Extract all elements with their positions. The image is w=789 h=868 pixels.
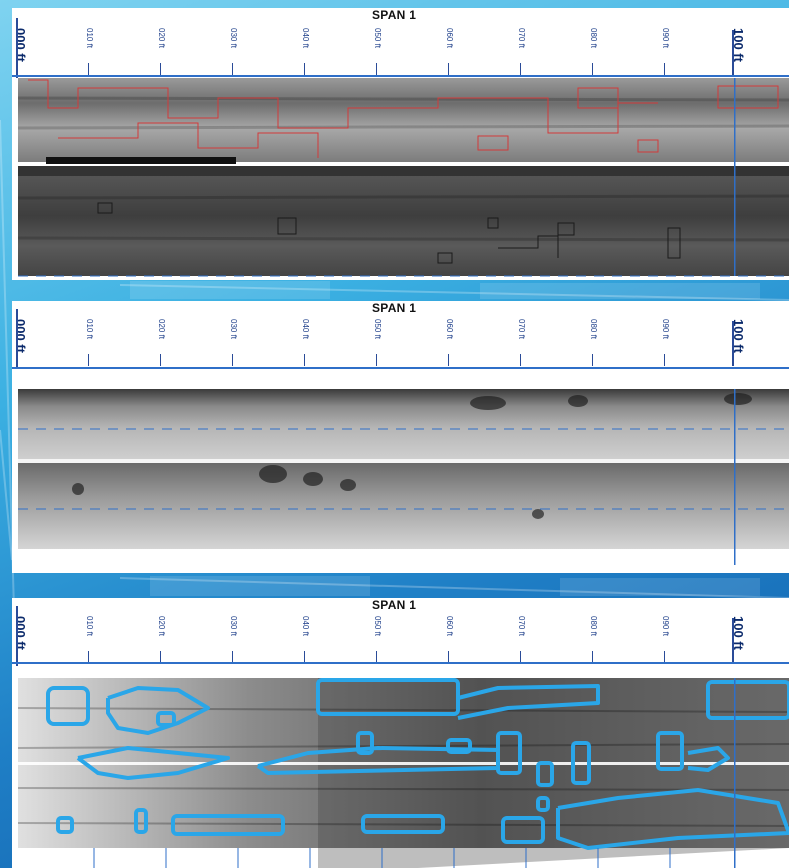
ruler-tick — [448, 354, 449, 366]
ruler-tick-major — [732, 618, 734, 663]
span-title: SPAN 1 — [372, 301, 417, 315]
scan-image-infrared — [18, 678, 789, 868]
ruler-label-090: 090 ft — [661, 28, 670, 49]
ruler-tick — [376, 651, 377, 663]
ruler-tick-major — [16, 18, 18, 78]
ruler-tick — [160, 63, 161, 75]
ruler-tick — [88, 63, 89, 75]
ruler-label-010: 010 ft — [85, 28, 94, 49]
ruler-label-010: 010 ft — [85, 616, 94, 637]
ruler-label-060: 060 ft — [445, 319, 454, 340]
ruler-tick — [376, 63, 377, 75]
ruler-tick — [664, 651, 665, 663]
ruler-tick — [304, 651, 305, 663]
ruler-tick-major — [16, 309, 18, 369]
ruler-tick — [376, 354, 377, 366]
ruler-tick-major — [732, 30, 734, 75]
ruler-label-080: 080 ft — [589, 319, 598, 340]
ruler-baseline — [12, 75, 789, 77]
ruler-label-040: 040 ft — [301, 28, 310, 49]
ruler-tick-major — [732, 321, 734, 366]
ruler-tick — [304, 63, 305, 75]
span-panel-1: SPAN 1 000 ft 100 ft 010 ft 020 ft 030 f… — [12, 8, 789, 280]
ruler-label-010: 010 ft — [85, 319, 94, 340]
scan-image-gpr — [18, 78, 789, 277]
ruler-label-070: 070 ft — [517, 616, 526, 637]
ruler-label-090: 090 ft — [661, 319, 670, 340]
ruler-tick-major — [16, 606, 18, 666]
ruler-tick — [88, 354, 89, 366]
ruler-label-070: 070 ft — [517, 28, 526, 49]
ruler-tick — [592, 63, 593, 75]
ruler-tick — [88, 651, 89, 663]
scan-image-radar — [18, 389, 789, 565]
ruler-tick — [520, 651, 521, 663]
ruler-baseline — [12, 367, 789, 369]
ruler-label-080: 080 ft — [589, 616, 598, 637]
ruler-label-030: 030 ft — [229, 319, 238, 340]
ruler-tick — [664, 354, 665, 366]
ruler-label-040: 040 ft — [301, 319, 310, 340]
ruler-tick — [160, 354, 161, 366]
ruler-label-060: 060 ft — [445, 616, 454, 637]
ruler-tick — [664, 63, 665, 75]
ruler-label-030: 030 ft — [229, 616, 238, 637]
ruler-label-020: 020 ft — [157, 616, 166, 637]
span-title: SPAN 1 — [372, 598, 417, 612]
ruler-label-050: 050 ft — [373, 319, 382, 340]
ruler-label-070: 070 ft — [517, 319, 526, 340]
ruler-label-060: 060 ft — [445, 28, 454, 49]
ruler-label-050: 050 ft — [373, 28, 382, 49]
ruler-tick — [304, 354, 305, 366]
ruler-label-020: 020 ft — [157, 319, 166, 340]
ruler-label-050: 050 ft — [373, 616, 382, 637]
ruler-tick — [232, 63, 233, 75]
ruler-tick — [232, 651, 233, 663]
span-panel-2: SPAN 1 000 ft 100 ft 010 ft 020 ft 030 f… — [12, 301, 789, 573]
ruler-tick — [592, 651, 593, 663]
ruler-label-030: 030 ft — [229, 28, 238, 49]
span-panel-3: SPAN 1 000 ft 100 ft 010 ft 020 ft 030 f… — [12, 598, 789, 868]
ruler-tick — [160, 651, 161, 663]
ruler-tick — [448, 651, 449, 663]
ruler-label-020: 020 ft — [157, 28, 166, 49]
span-title: SPAN 1 — [372, 8, 417, 22]
ruler-baseline — [12, 662, 789, 664]
ruler-tick — [520, 63, 521, 75]
ruler-tick — [592, 354, 593, 366]
ruler-tick — [232, 354, 233, 366]
ruler-label-090: 090 ft — [661, 616, 670, 637]
ruler-tick — [448, 63, 449, 75]
ruler-label-080: 080 ft — [589, 28, 598, 49]
ruler-label-040: 040 ft — [301, 616, 310, 637]
ruler-tick — [520, 354, 521, 366]
